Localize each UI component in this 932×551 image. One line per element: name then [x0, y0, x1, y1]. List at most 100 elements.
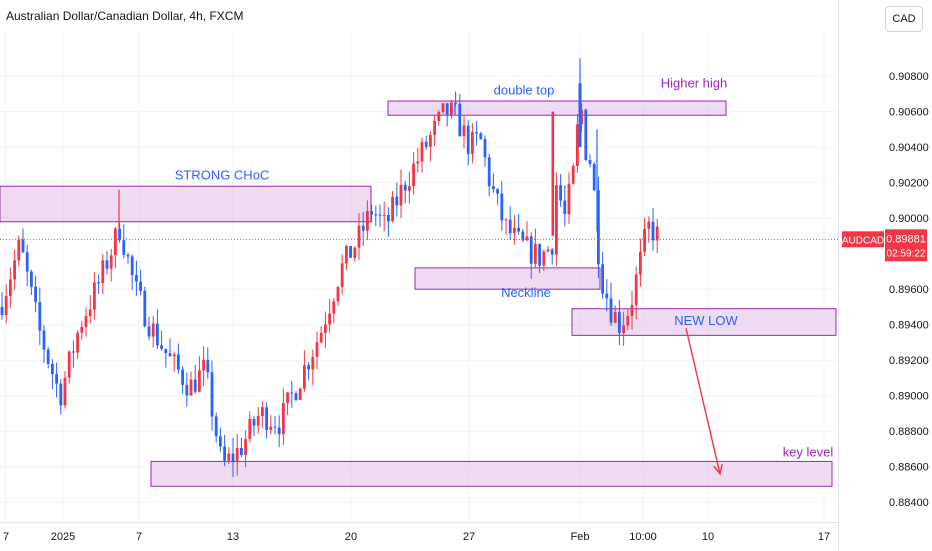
candle-body: [563, 200, 567, 215]
candle-body: [399, 184, 403, 206]
candle-body: [550, 249, 554, 255]
candle-body: [277, 427, 281, 435]
candle-body: [370, 210, 373, 215]
candle-body: [303, 365, 306, 389]
candle-body: [500, 193, 504, 221]
candle-body: [588, 159, 592, 164]
candle-body: [72, 351, 75, 353]
candle-body: [332, 301, 336, 314]
candle-body: [479, 133, 483, 140]
candle-body: [424, 141, 428, 147]
candle-body: [109, 255, 113, 269]
candle-body: [403, 184, 407, 191]
chart-title: Australian Dollar/Canadian Dollar, 4h, F…: [6, 9, 244, 23]
candle-body: [324, 324, 327, 333]
candle-body: [151, 323, 155, 337]
candle-body: [630, 305, 634, 317]
candle-body: [34, 286, 37, 303]
candle-body: [135, 274, 138, 282]
candle-body: [273, 426, 277, 428]
candle-body: [25, 252, 29, 272]
candle-body: [534, 243, 537, 264]
candle-body: [219, 436, 222, 447]
candle-body: [345, 246, 348, 264]
candle-body: [0, 306, 4, 315]
candle-body: [59, 383, 63, 406]
zone-label: STRONG CHoC: [175, 168, 270, 183]
candle-body: [80, 326, 84, 333]
candle-body: [4, 295, 8, 315]
candle-body: [319, 332, 323, 343]
candle-body: [546, 249, 550, 252]
candle-body: [256, 416, 260, 426]
candle-body: [458, 103, 462, 137]
candle-body: [429, 135, 432, 147]
candle-body: [647, 221, 651, 229]
candle-body: [349, 246, 352, 258]
candle-body: [433, 120, 436, 136]
candle-body: [185, 384, 189, 396]
candle-body: [555, 185, 558, 255]
candle-body: [353, 247, 357, 258]
candle-body: [361, 225, 365, 231]
candle-body: [227, 453, 231, 461]
candle-body: [63, 377, 67, 406]
candle-body: [584, 109, 588, 160]
zone-rectangle[interactable]: [387, 100, 727, 116]
candle-body: [395, 196, 399, 206]
zone-rectangle[interactable]: [150, 460, 833, 487]
candle-body: [538, 243, 541, 266]
candle-body: [462, 125, 466, 137]
candle-body: [177, 354, 180, 370]
candle-body: [9, 279, 12, 296]
candle-body: [298, 388, 302, 400]
candle-body: [508, 219, 512, 234]
candle-body: [366, 210, 369, 231]
projection-arrow[interactable]: [685, 328, 721, 474]
candle-body: [202, 359, 205, 371]
candle-body: [450, 102, 453, 116]
candle-body: [244, 439, 247, 456]
candle-body: [496, 189, 499, 194]
currency-button[interactable]: CAD: [885, 6, 923, 32]
candle-body: [639, 251, 642, 275]
candle-body: [101, 260, 105, 283]
candle-body: [576, 124, 579, 166]
zone-rectangle[interactable]: [414, 267, 601, 290]
candle-body: [580, 109, 583, 125]
candle-body: [147, 326, 151, 337]
candle-body: [441, 103, 445, 112]
candle-body: [286, 392, 289, 404]
candle-body: [265, 407, 268, 430]
candle-body: [118, 228, 121, 241]
candle-body: [261, 407, 264, 417]
candle-body: [38, 302, 42, 331]
candle-body: [269, 426, 273, 430]
candle-body: [143, 290, 147, 327]
time-axis[interactable]: [0, 522, 838, 551]
zone-label: double top: [494, 82, 555, 97]
candle-body: [240, 447, 243, 456]
candle-body: [475, 132, 478, 134]
price-axis[interactable]: [838, 0, 932, 550]
candle-body: [294, 393, 298, 400]
candle-body: [643, 228, 646, 252]
candle-body: [130, 256, 134, 275]
candle-body: [391, 196, 394, 222]
candle-body: [223, 446, 226, 461]
candle-body: [634, 274, 638, 306]
zone-rectangle[interactable]: [0, 185, 372, 223]
candle-body: [252, 418, 256, 426]
candle-body: [525, 236, 529, 241]
candle-body: [412, 163, 415, 187]
candle-body: [592, 163, 596, 191]
candle-body: [613, 312, 617, 323]
candle-body: [122, 240, 126, 255]
candle-body: [559, 185, 562, 201]
candle-body: [521, 231, 525, 241]
candle-body: [139, 281, 142, 291]
candle-body: [416, 161, 420, 164]
zone-label: NEW LOW: [674, 313, 738, 328]
candle-body: [618, 312, 621, 333]
